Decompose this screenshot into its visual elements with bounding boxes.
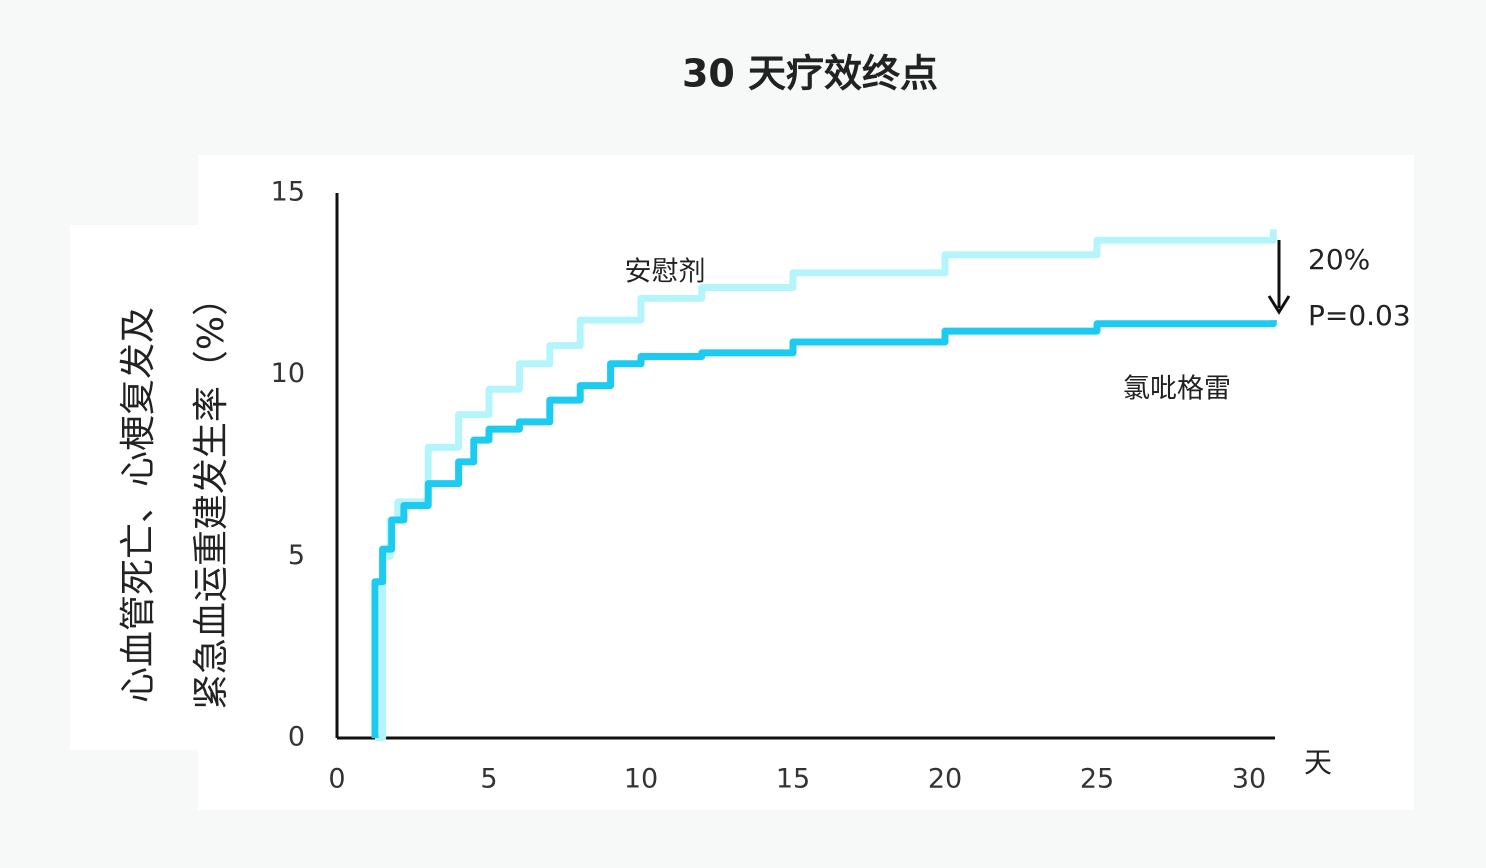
series-line xyxy=(371,320,1277,738)
y-axis-label: 心血管死亡、心梗复发及 xyxy=(118,307,159,703)
x-tick-label: 5 xyxy=(480,764,497,795)
series-label: 安慰剂 xyxy=(625,257,706,288)
x-tick-label: 0 xyxy=(328,764,345,795)
y-axis-label: 紧急血运重建发生率（%） xyxy=(191,280,232,710)
label-panel xyxy=(70,225,210,750)
x-tick-label: 15 xyxy=(776,764,810,795)
annotation: P=0.03 xyxy=(1308,299,1411,332)
arrow-head xyxy=(1267,295,1291,315)
chart-title: 30 天疗效终点 xyxy=(682,52,938,96)
x-tick-label: 10 xyxy=(624,764,658,795)
x-tick-label: 30 xyxy=(1232,764,1266,795)
x-axis-label: 天 xyxy=(1304,746,1332,779)
y-tick-label: 10 xyxy=(271,358,305,389)
series-label: 氯吡格雷 xyxy=(1123,374,1231,405)
x-tick-label: 25 xyxy=(1080,764,1114,795)
plot-panel xyxy=(198,155,1414,810)
annotation: 20% xyxy=(1308,243,1370,276)
x-tick-label: 20 xyxy=(928,764,962,795)
y-tick-label: 5 xyxy=(288,540,305,571)
y-tick-label: 15 xyxy=(271,177,305,208)
y-tick-label: 0 xyxy=(288,722,305,753)
